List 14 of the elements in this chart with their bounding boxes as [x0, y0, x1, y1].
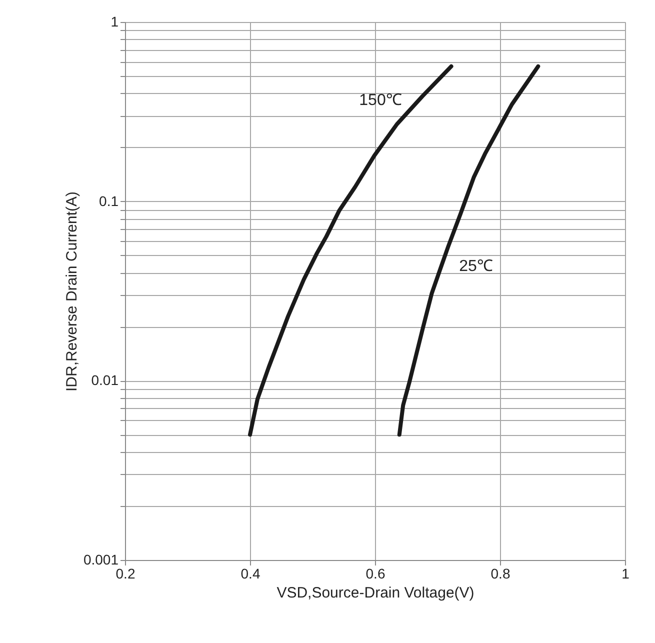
series-label: 25℃	[459, 258, 493, 275]
series-label: 150℃	[359, 92, 402, 110]
y-tick-label: 0.001	[83, 552, 119, 568]
y-tick-label: 0.1	[99, 192, 119, 209]
x-tick-label: 0.6	[366, 566, 386, 582]
x-tick-label: 1	[622, 566, 630, 582]
x-tick-label: 0.8	[490, 566, 510, 582]
y-tick-label: 1	[110, 14, 119, 30]
x-tick-label: 0.4	[240, 566, 260, 582]
y-axis-title: IDR,Reverse Drain Current(A)	[63, 191, 80, 392]
y-tick-label: 0.01	[91, 372, 119, 388]
line-series	[248, 64, 454, 437]
x-tick-label: 0.2	[116, 566, 136, 582]
x-axis-title: VSD,Source-Drain Voltage(V)	[276, 584, 474, 602]
